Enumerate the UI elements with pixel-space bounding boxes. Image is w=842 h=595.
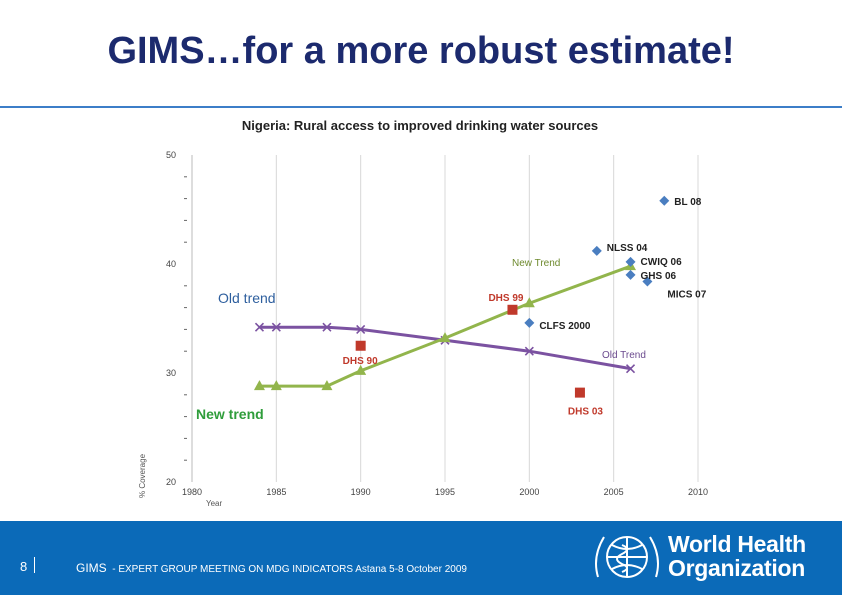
data-point-diamond-marker xyxy=(625,269,636,280)
x-tick-label: 1985 xyxy=(266,487,286,497)
x-tick-label: 1980 xyxy=(182,487,202,497)
who-name-line2: Organization xyxy=(668,555,805,581)
footer-meeting-text: GIMS - EXPERT GROUP MEETING ON MDG INDIC… xyxy=(76,561,467,575)
data-point-diamond-marker xyxy=(659,195,670,206)
data-point-triangle-marker xyxy=(321,380,333,391)
title-divider xyxy=(0,106,842,108)
data-point-x-marker xyxy=(271,322,281,332)
annotation-old-trend: Old trend xyxy=(218,290,276,306)
data-point-triangle-marker xyxy=(355,364,367,375)
footer-gims: GIMS xyxy=(76,561,107,575)
x-tick-label: 2010 xyxy=(688,487,708,497)
data-point-triangle-marker xyxy=(270,380,282,391)
label-layer: DHS 90 DHS 99 DHS 03 BL 08 NLSS 04 CWIQ 06 GHS… xyxy=(196,197,707,422)
survey-label: DHS 90 xyxy=(343,356,378,367)
chart-container: Nigeria: Rural access to improved drinki… xyxy=(130,110,710,515)
page-number: 8 xyxy=(20,559,28,574)
data-point-x-marker xyxy=(524,346,534,356)
who-emblem-icon xyxy=(595,536,659,578)
data-point-diamond-marker xyxy=(524,317,535,328)
annotation-old-trend-small: Old Trend xyxy=(602,350,646,361)
coverage-chart: Nigeria: Rural access to improved drinki… xyxy=(130,110,710,515)
survey-label: DHS 03 xyxy=(568,407,603,418)
data-point-triangle-marker xyxy=(253,380,265,391)
y-tick-label: 20 xyxy=(166,477,176,487)
footer-separator xyxy=(34,557,35,573)
survey-label: CWIQ 06 xyxy=(641,257,683,268)
survey-label: DHS 99 xyxy=(488,293,523,304)
data-point-triangle-marker xyxy=(523,297,535,308)
survey-label: GHS 06 xyxy=(641,271,677,282)
axis-layer: 1980 1985 1990 1995 2000 2005 2010 20 30 40 50 xyxy=(166,150,708,497)
data-point-diamond-marker xyxy=(642,276,653,287)
data-point-square-marker xyxy=(507,304,518,315)
data-point-square-marker xyxy=(355,340,366,351)
data-point-x-marker xyxy=(625,364,636,374)
x-tick-label: 2000 xyxy=(519,487,539,497)
annotation-new-trend-small: New Trend xyxy=(512,258,560,269)
series-layer xyxy=(253,195,670,398)
data-point-x-marker xyxy=(356,324,366,334)
chart-background xyxy=(130,110,710,515)
y-axis-label: % Coverage xyxy=(138,453,147,498)
y-tick-label: 30 xyxy=(166,368,176,378)
y-tick-label: 40 xyxy=(166,259,176,269)
survey-label: BL 08 xyxy=(674,197,701,208)
chart-title: Nigeria: Rural access to improved drinki… xyxy=(242,118,598,133)
data-point-triangle-marker xyxy=(439,332,451,343)
x-axis-label: Year xyxy=(206,499,223,508)
survey-label: MICS 07 xyxy=(667,289,706,300)
data-point-x-marker xyxy=(254,322,265,332)
annotation-new-trend: New trend xyxy=(196,406,264,422)
footer-meeting: - EXPERT GROUP MEETING ON MDG INDICATORS… xyxy=(112,564,467,575)
x-tick-label: 2005 xyxy=(604,487,624,497)
slide-title: GIMS…for a more robust estimate! xyxy=(107,30,735,72)
data-point-diamond-marker xyxy=(625,256,636,267)
data-point-diamond-marker xyxy=(591,245,602,256)
footer-bar: 8 GIMS - EXPERT GROUP MEETING ON MDG IND… xyxy=(0,521,842,595)
who-name-line1: World Health xyxy=(668,531,806,557)
x-tick-label: 1995 xyxy=(435,487,455,497)
data-point-x-marker xyxy=(322,322,332,332)
survey-label: CLFS 2000 xyxy=(539,321,591,332)
x-tick-label: 1990 xyxy=(351,487,371,497)
survey-label: NLSS 04 xyxy=(607,243,648,254)
data-point-square-marker xyxy=(574,387,585,398)
y-tick-label: 50 xyxy=(166,150,176,160)
